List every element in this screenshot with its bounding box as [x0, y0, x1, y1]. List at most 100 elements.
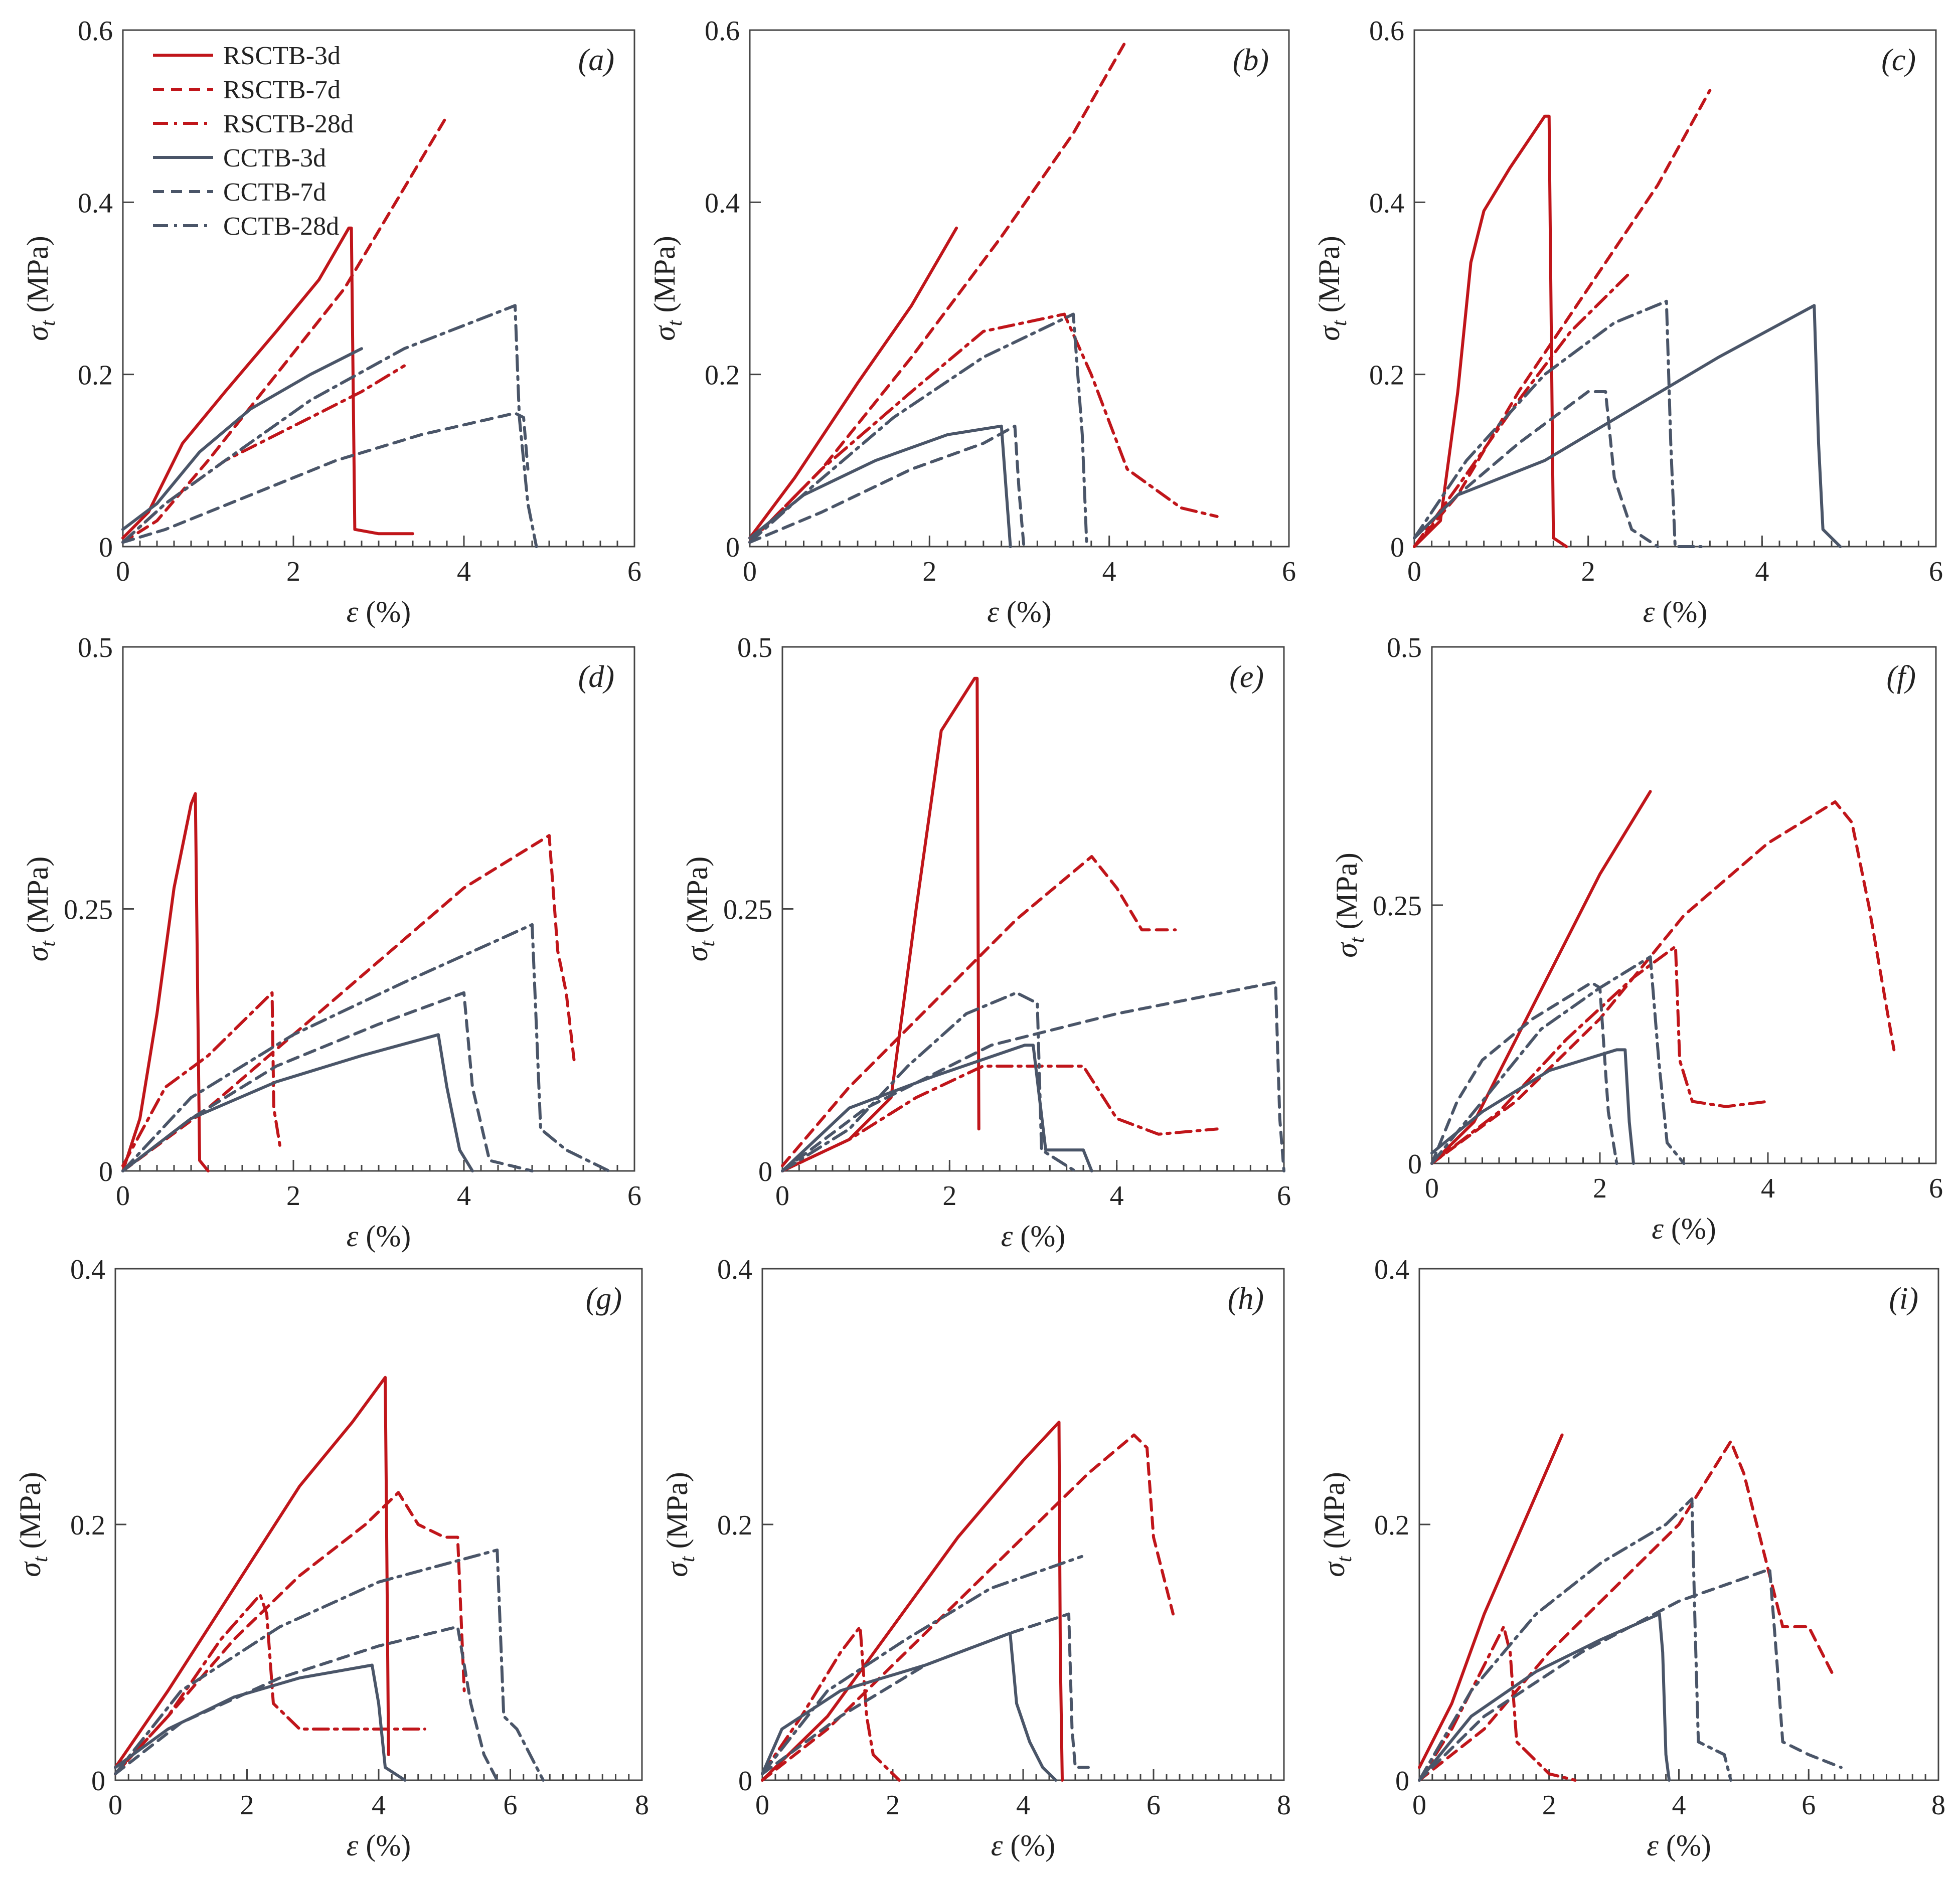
series-line-cctb-3d [121, 347, 363, 531]
y-tick-label: 0.2 [717, 1510, 752, 1541]
series-line-cctb-3d [1430, 1048, 1635, 1165]
x-tick-label: 4 [1761, 1173, 1775, 1204]
series-line-rsctb-28d [781, 1065, 1219, 1172]
y-tick-label: 0 [1395, 1766, 1409, 1797]
series-line-rsctb-7d [121, 834, 576, 1172]
x-tick-label: 6 [627, 1180, 641, 1212]
series-line-cctb-28d [1418, 1497, 1732, 1782]
x-tick-label: 4 [1110, 1180, 1124, 1212]
series-line-cctb-28d [1413, 299, 1703, 548]
x-tick-label: 6 [1929, 556, 1943, 587]
series-line-cctb-7d [121, 991, 534, 1172]
y-tick-label: 0.6 [1369, 16, 1404, 47]
x-tick-label: 4 [457, 1180, 471, 1212]
x-tick-label: 8 [1277, 1790, 1291, 1821]
series-line-rsctb-28d [1430, 945, 1769, 1165]
chart-panel-a: 0 2 4 6 0 0.2 0.4 0.6 σt (MPa) ε (%) (a) [21, 16, 641, 628]
y-tick-label: 0 [758, 1156, 772, 1187]
series-line-rsctb-3d [761, 1421, 1064, 1782]
series-line-cctb-7d [114, 1625, 499, 1782]
y-axis-label: σt (MPa) [661, 1472, 699, 1577]
series-line-cctb-28d [114, 1549, 545, 1782]
chart-panel-c: 0 2 4 6 0 0.2 0.4 0.6 σt (MPa) ε (%) (c) [1313, 16, 1943, 628]
panel-tag: (i) [1889, 1282, 1918, 1316]
series-line-rsctb-3d [1418, 1433, 1564, 1769]
x-axis-label: ε (%) [987, 595, 1052, 628]
series-line-cctb-28d [121, 923, 610, 1172]
series-line-cctb-7d [1413, 390, 1660, 548]
panel-tag: (g) [586, 1282, 622, 1316]
x-tick-label: 2 [886, 1790, 900, 1821]
y-axis-label: σt (MPa) [1318, 1472, 1356, 1577]
y-axis-label: σt (MPa) [14, 1472, 52, 1577]
series-line-rsctb-28d [1413, 269, 1634, 548]
x-tick-label: 6 [1277, 1180, 1291, 1212]
series-line-cctb-7d [748, 424, 1026, 548]
y-tick-label: 0.5 [1387, 632, 1422, 663]
series-line-rsctb-28d [748, 312, 1219, 544]
x-axis-label: ε (%) [347, 595, 411, 628]
series-line-cctb-3d [1413, 304, 1842, 548]
x-axis-label: ε (%) [1647, 1829, 1711, 1862]
y-axis-label: σt (MPa) [648, 236, 687, 341]
series-line-cctb-28d [1430, 955, 1686, 1165]
series-line-rsctb-7d [761, 1433, 1175, 1782]
legend-label: RSCTB-3d [223, 42, 341, 70]
series-line-rsctb-3d [114, 1376, 390, 1769]
y-axis-label: σt (MPa) [1313, 236, 1351, 341]
y-tick-label: 0.4 [717, 1254, 752, 1285]
x-tick-label: 4 [372, 1790, 386, 1821]
legend-label: RSCTB-28d [223, 110, 354, 138]
x-axis-label: ε (%) [1001, 1220, 1066, 1253]
y-tick-label: 0 [1390, 532, 1404, 563]
y-tick-label: 0 [99, 1156, 113, 1187]
y-axis-label: σt (MPa) [21, 236, 60, 341]
y-tick-label: 0 [91, 1766, 105, 1797]
x-tick-label: 8 [635, 1790, 649, 1821]
series-line-rsctb-3d [1430, 790, 1652, 1165]
panel-tag: (b) [1233, 43, 1269, 77]
legend-label: RSCTB-7d [223, 76, 341, 104]
x-tick-label: 4 [1102, 556, 1116, 587]
y-tick-label: 0.2 [70, 1510, 105, 1541]
panel-tag: (e) [1229, 660, 1264, 694]
y-axis-label: σt (MPa) [21, 857, 60, 962]
x-tick-label: 4 [1755, 556, 1769, 587]
legend-label: CCTB-28d [223, 212, 339, 241]
y-tick-label: 0.6 [78, 16, 113, 47]
y-axis-label: σt (MPa) [681, 857, 719, 962]
x-tick-label: 6 [1929, 1173, 1943, 1204]
y-tick-label: 0.25 [1373, 891, 1422, 922]
series-line-cctb-28d [121, 304, 538, 548]
series-line-rsctb-28d [1418, 1625, 1577, 1782]
series-line-rsctb-3d [121, 792, 210, 1172]
series-line-rsctb-3d [1413, 114, 1568, 548]
x-tick-label: 6 [1147, 1790, 1161, 1821]
y-tick-label: 0.4 [78, 188, 113, 219]
x-axis-label: ε (%) [347, 1220, 411, 1253]
y-tick-label: 0 [726, 532, 740, 563]
series-line-rsctb-3d [748, 226, 958, 540]
x-tick-label: 0 [116, 1180, 130, 1212]
y-tick-label: 0.5 [737, 632, 772, 663]
y-tick-label: 0 [1408, 1149, 1422, 1180]
y-tick-label: 0.25 [64, 895, 113, 926]
y-tick-label: 0.4 [1369, 188, 1404, 219]
x-tick-label: 0 [116, 556, 130, 587]
panel-tag: (c) [1881, 43, 1916, 77]
series-line-rsctb-7d [748, 37, 1129, 544]
x-axis-label: ε (%) [347, 1829, 411, 1862]
x-tick-label: 6 [627, 556, 641, 587]
chart-panel-b: 0 2 4 6 0 0.2 0.4 0.6 σt (MPa) ε (%) (b) [648, 16, 1296, 628]
chart-panel-h: 0 2 4 6 8 0 0.2 0.4 σt (MPa) ε (%) (h) [661, 1254, 1291, 1862]
x-tick-label: 6 [1282, 556, 1296, 587]
x-tick-label: 0 [1425, 1173, 1439, 1204]
y-tick-label: 0.4 [705, 188, 740, 219]
y-tick-label: 0.2 [78, 360, 113, 391]
panel-tag: (f) [1886, 660, 1916, 694]
x-tick-label: 0 [775, 1180, 789, 1212]
y-tick-label: 0.4 [1374, 1254, 1409, 1285]
x-tick-label: 0 [108, 1790, 122, 1821]
x-tick-label: 2 [942, 1180, 956, 1212]
